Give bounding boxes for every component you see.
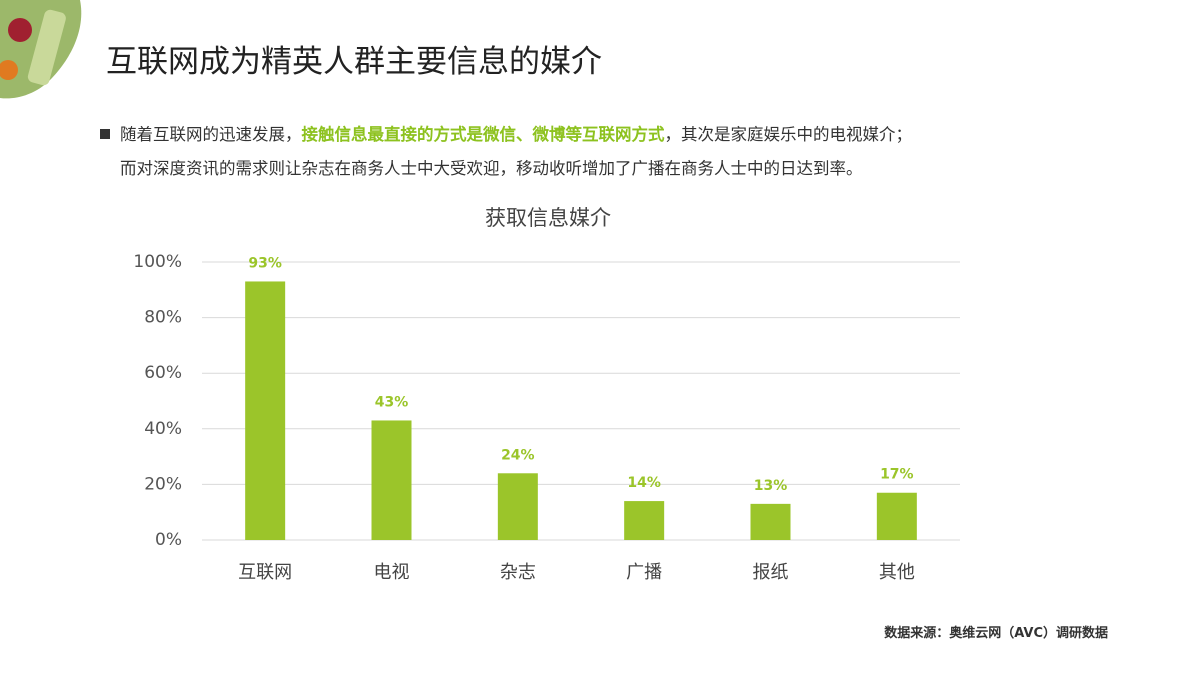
y-tick-label: 20% xyxy=(144,474,182,494)
value-label: 13% xyxy=(754,478,788,494)
bar xyxy=(876,492,917,540)
x-tick-label: 互联网 xyxy=(238,562,292,583)
bullet-marker xyxy=(100,129,110,139)
bar xyxy=(245,281,286,540)
bar xyxy=(750,503,791,540)
y-tick-label: 60% xyxy=(144,363,182,383)
value-label: 93% xyxy=(248,255,282,271)
text: 随着互联网的迅速发展， xyxy=(120,125,302,144)
bullet-text: 随着互联网的迅速发展，接触信息最直接的方式是微信、微博等互联网方式，其次是家庭娱… xyxy=(100,118,912,186)
x-tick-label: 报纸 xyxy=(753,562,789,583)
value-label: 43% xyxy=(375,394,409,410)
x-tick-label: 其他 xyxy=(879,562,915,583)
value-label: 17% xyxy=(880,467,914,483)
decorative-photo xyxy=(0,0,82,99)
x-tick-label: 杂志 xyxy=(500,562,536,583)
bar xyxy=(371,420,412,540)
value-label: 24% xyxy=(501,447,535,463)
y-tick-label: 0% xyxy=(155,530,182,550)
slide-title: 互联网成为精英人群主要信息的媒介 xyxy=(106,44,602,80)
value-label: 14% xyxy=(627,475,661,491)
y-tick-label: 100% xyxy=(133,252,182,272)
bar xyxy=(497,473,538,540)
x-tick-label: 电视 xyxy=(374,562,410,583)
x-tick-label: 广播 xyxy=(626,562,662,583)
text: ，其次是家庭娱乐中的电视媒介； xyxy=(664,125,913,144)
bar xyxy=(624,501,665,540)
source-note: 数据来源：奥维云网（AVC）调研数据 xyxy=(884,626,1108,641)
highlight-text: 接触信息最直接的方式是微信、微博等互联网方式 xyxy=(301,125,665,144)
y-tick-label: 40% xyxy=(144,419,182,439)
y-tick-label: 80% xyxy=(144,308,182,328)
text: 而对深度资讯的需求则让杂志在商务人士中大受欢迎，移动收听增加了广播在商务人士中的… xyxy=(120,159,863,178)
chart-title: 获取信息媒介 xyxy=(485,206,611,230)
